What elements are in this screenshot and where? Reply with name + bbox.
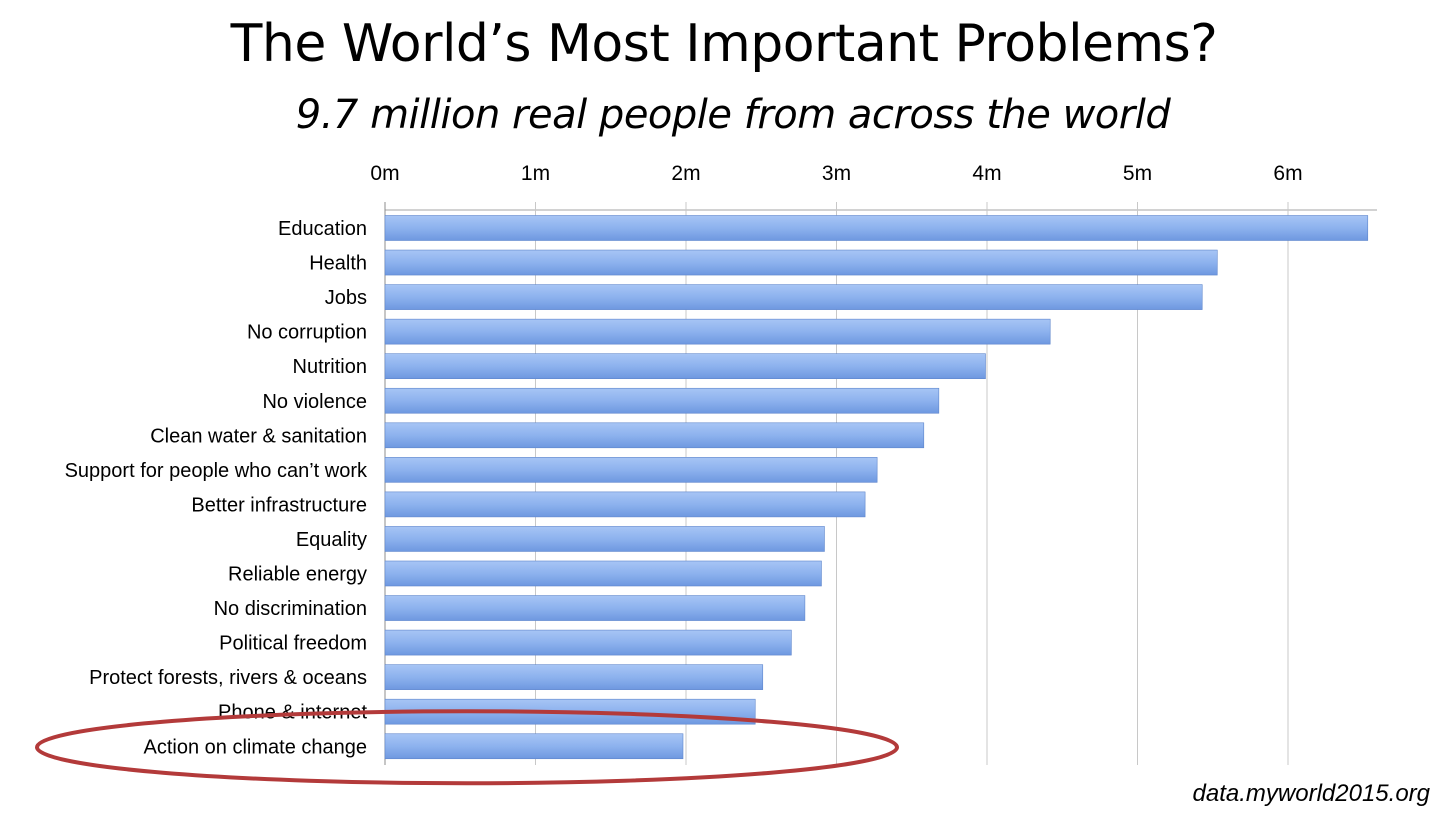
x-tick-label: 5m	[1123, 162, 1152, 185]
highlight-ellipse	[35, 709, 899, 786]
x-axis: 0m 1m 2m 3m 4m 5m 6m	[370, 162, 1302, 185]
bar	[384, 215, 1369, 241]
chart-subtitle: 9.7 million real people from across the …	[295, 92, 1171, 138]
bar	[384, 249, 1218, 276]
bar	[384, 733, 684, 760]
x-tick-label: 2m	[671, 162, 700, 185]
category-label: Action on climate change	[144, 736, 367, 758]
x-tick-label: 6m	[1273, 162, 1302, 185]
x-tick-label: 1m	[521, 162, 550, 185]
category-label: Education	[278, 218, 367, 240]
bar	[384, 284, 1203, 310]
category-label: Better infrastructure	[191, 494, 367, 516]
x-tick-label: 3m	[822, 162, 851, 185]
category-label: Protect forests, rivers & oceans	[89, 667, 367, 689]
category-label: No discrimination	[214, 598, 367, 620]
bar	[384, 560, 822, 587]
bar	[384, 491, 866, 518]
bar	[384, 526, 825, 552]
x-tick-label: 4m	[972, 162, 1001, 185]
bar	[384, 595, 806, 621]
bar	[384, 387, 940, 414]
bars	[384, 215, 1369, 760]
category-label: Equality	[296, 529, 367, 551]
x-tick-label: 0m	[370, 162, 399, 185]
category-label: No violence	[262, 391, 367, 413]
category-labels: Education Health Jobs No corruption Nutritio…	[65, 218, 368, 758]
bar	[384, 422, 925, 449]
category-label: Political freedom	[219, 633, 367, 655]
chart-title: The World’s Most Important Problems?	[230, 14, 1218, 74]
category-label: Nutrition	[293, 356, 367, 378]
category-label: Clean water & sanitation	[150, 425, 367, 447]
source-credit: data.myworld2015.org	[1192, 780, 1430, 807]
bar	[384, 664, 764, 690]
category-label: Support for people who can’t work	[65, 460, 368, 482]
bar	[384, 353, 986, 380]
category-label: Jobs	[325, 287, 367, 309]
bar	[384, 457, 878, 483]
bar	[384, 318, 1051, 345]
highlight	[35, 709, 899, 786]
bar	[384, 629, 792, 656]
category-label: Health	[309, 253, 367, 275]
category-label: Reliable energy	[228, 564, 367, 586]
category-label: No corruption	[247, 322, 367, 344]
